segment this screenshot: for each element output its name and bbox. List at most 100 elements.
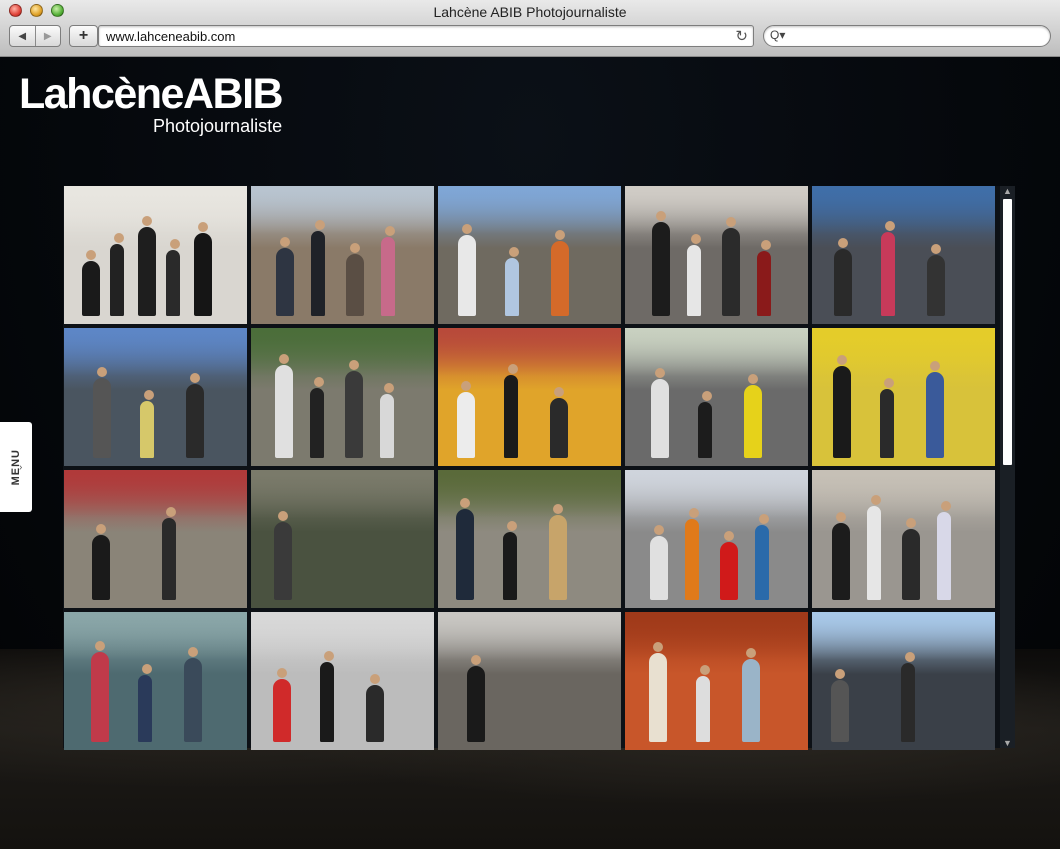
photo-figure — [138, 675, 152, 742]
photo-figure-head — [460, 498, 470, 508]
photo-figure-head — [462, 224, 472, 234]
photo-news-clock[interactable] — [625, 612, 808, 750]
photo-figure-head — [836, 512, 846, 522]
plus-icon: + — [78, 27, 89, 44]
photo-figure-head — [930, 361, 940, 371]
photo-backdrop — [251, 470, 434, 519]
photo-figure — [744, 385, 762, 458]
photo-figure — [345, 371, 363, 458]
photo-figure-head — [95, 641, 105, 651]
photo-figure-head — [724, 531, 734, 541]
photo-crosswalk-crowd[interactable] — [812, 470, 995, 608]
photo-figure — [551, 241, 569, 316]
photo-backdrop — [251, 186, 434, 235]
photo-figure — [184, 658, 202, 742]
photo-park-walkers[interactable] — [251, 328, 434, 466]
photo-figure-head — [655, 368, 665, 378]
photo-figure-head — [142, 664, 152, 674]
photo-figure — [652, 222, 670, 316]
photo-figure-head — [654, 525, 664, 535]
photo-figure-head — [931, 244, 941, 254]
photo-figure-head — [86, 250, 96, 260]
photo-figure — [831, 680, 849, 742]
photo-figure-head — [726, 217, 736, 227]
photo-figure-head — [190, 373, 200, 383]
photo-figure — [698, 402, 712, 458]
photo-yellow-mural[interactable] — [812, 328, 995, 466]
photo-plaza-skyscraper[interactable] — [812, 186, 995, 324]
back-button[interactable]: ◀ — [10, 26, 35, 46]
scroll-down-icon[interactable]: ▼ — [1003, 738, 1012, 748]
reload-icon[interactable]: ↻ — [735, 28, 748, 45]
photo-backdrop — [625, 612, 808, 661]
photo-construction-site[interactable] — [438, 186, 621, 324]
photo-stock-exchange[interactable] — [64, 470, 247, 608]
search-field[interactable]: Q▾ — [763, 25, 1051, 47]
photo-figure — [456, 509, 474, 600]
photo-figure — [687, 245, 701, 316]
photo-figure-head — [838, 238, 848, 248]
photo-city-towers[interactable] — [64, 328, 247, 466]
photo-gallery: ▲ ▼ — [63, 186, 1015, 750]
page-content: LahcèneABIB Photojournaliste MENU › ▲ ▼ — [0, 57, 1060, 849]
photo-figure — [310, 388, 324, 458]
photo-backdrop — [625, 328, 808, 377]
close-window-button[interactable] — [9, 4, 22, 17]
search-icon: Q▾ — [770, 28, 786, 42]
logo-name: LahcèneABIB — [19, 70, 284, 118]
photo-loreal-window[interactable] — [64, 612, 247, 750]
site-logo[interactable]: LahcèneABIB Photojournaliste — [19, 70, 284, 136]
photo-figure — [651, 379, 669, 458]
photo-figure — [755, 525, 769, 600]
photo-figure-head — [385, 226, 395, 236]
photo-blurred-motion[interactable] — [251, 470, 434, 608]
photo-figure — [867, 506, 881, 600]
photo-figure-head — [553, 504, 563, 514]
photo-figure-head — [166, 507, 176, 517]
scroll-up-icon[interactable]: ▲ — [1003, 186, 1012, 196]
photo-man-red-tie[interactable] — [438, 612, 621, 750]
gallery-scrollbar[interactable]: ▲ ▼ — [1000, 186, 1015, 748]
photo-yellow-taxi[interactable] — [438, 328, 621, 466]
add-bookmark-button[interactable]: + — [69, 25, 98, 47]
photo-umbrellas-street[interactable] — [625, 328, 808, 466]
address-bar[interactable]: www.lahceneabib.com ↻ — [98, 25, 754, 47]
photo-backdrop — [812, 186, 995, 235]
photo-red-cart-vendor[interactable] — [625, 470, 808, 608]
scrollbar-thumb[interactable] — [1003, 199, 1012, 465]
photo-businessman-walking[interactable] — [438, 470, 621, 608]
chevron-right-icon: › — [19, 462, 23, 473]
photo-figure — [381, 237, 395, 316]
photo-figure — [833, 366, 851, 458]
photo-backdrop — [251, 612, 434, 661]
photo-figure-head — [508, 364, 518, 374]
url-text[interactable]: www.lahceneabib.com — [106, 29, 236, 44]
photo-figure — [505, 258, 519, 316]
photo-figure-head — [748, 374, 758, 384]
photo-cyclist-crosswalk[interactable] — [251, 612, 434, 750]
photo-street-crowd[interactable] — [251, 186, 434, 324]
photo-figure — [926, 372, 944, 458]
photo-figure — [274, 522, 292, 600]
photo-grid — [64, 186, 998, 750]
photo-figure — [937, 512, 951, 600]
photo-figure-head — [759, 514, 769, 524]
forward-button[interactable]: ▶ — [34, 26, 61, 46]
photo-figure-head — [653, 642, 663, 652]
photo-sun-skyscraper[interactable] — [812, 612, 995, 750]
photo-businessmen-row[interactable] — [64, 186, 247, 324]
photo-figure — [696, 676, 710, 742]
photo-figure — [346, 254, 364, 316]
photo-figure — [138, 227, 156, 316]
photo-figure-head — [906, 518, 916, 528]
photo-figure — [82, 261, 100, 316]
photo-sidewalk-walkers[interactable] — [625, 186, 808, 324]
photo-figure-head — [324, 651, 334, 661]
photo-figure — [275, 365, 293, 458]
photo-figure-head — [656, 211, 666, 221]
minimize-window-button[interactable] — [30, 4, 43, 17]
zoom-window-button[interactable] — [51, 4, 64, 17]
photo-backdrop — [812, 612, 995, 661]
photo-figure-head — [114, 233, 124, 243]
menu-tab[interactable]: MENU › — [0, 422, 32, 512]
